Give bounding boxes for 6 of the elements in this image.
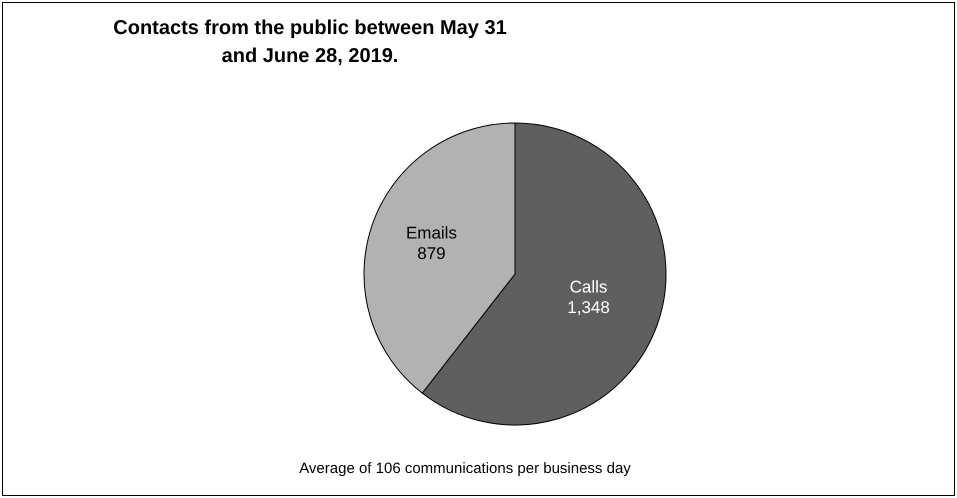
data-label: 1,348 [567,298,610,317]
slice-label: Calls [570,278,608,297]
chart-title: Contacts from the public between May 31 and June 28, 2019. [112,16,508,69]
text: Average of 106 communications per business day [298,460,632,477]
slice-label: Emails [406,224,457,243]
data-label: 879 [417,244,446,264]
